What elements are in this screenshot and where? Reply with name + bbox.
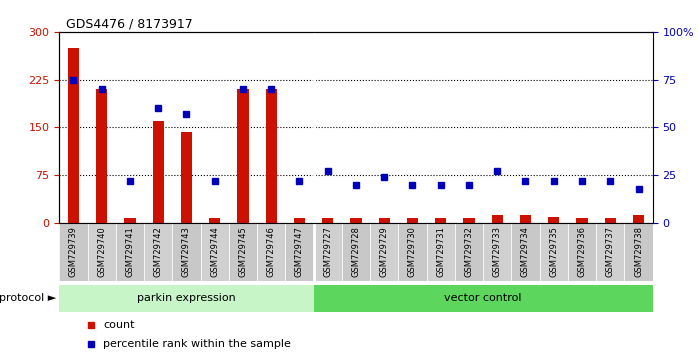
Text: GSM729729: GSM729729 [380, 226, 389, 277]
Bar [540, 223, 568, 281]
Bar [399, 223, 426, 281]
Bar [604, 218, 616, 223]
Bar [378, 218, 390, 223]
Bar [209, 218, 221, 223]
Bar [153, 121, 164, 223]
Bar [68, 48, 79, 223]
Bar [548, 217, 559, 223]
Text: GSM729741: GSM729741 [126, 226, 135, 277]
Bar [568, 223, 596, 281]
Bar [229, 223, 257, 281]
Text: count: count [103, 320, 135, 330]
Bar [116, 223, 144, 281]
Text: GSM729742: GSM729742 [154, 226, 163, 277]
Text: percentile rank within the sample: percentile rank within the sample [103, 339, 291, 349]
Bar [596, 223, 625, 281]
Bar [313, 285, 653, 312]
Text: GSM729728: GSM729728 [352, 226, 360, 277]
Bar [407, 218, 418, 223]
Bar [144, 223, 172, 281]
Bar [265, 89, 277, 223]
Bar [625, 223, 653, 281]
Bar [124, 218, 135, 223]
Text: GSM729745: GSM729745 [239, 226, 248, 277]
Text: GSM729744: GSM729744 [210, 226, 219, 277]
Bar [520, 215, 531, 223]
Text: GSM729736: GSM729736 [577, 226, 586, 277]
Bar [633, 215, 644, 223]
Text: GDS4476 / 8173917: GDS4476 / 8173917 [66, 17, 193, 30]
Bar [237, 89, 248, 223]
Bar [172, 223, 200, 281]
Bar [342, 223, 370, 281]
Text: GSM729731: GSM729731 [436, 226, 445, 277]
Text: GSM729739: GSM729739 [69, 226, 78, 277]
Text: GSM729737: GSM729737 [606, 226, 615, 277]
Text: GSM729734: GSM729734 [521, 226, 530, 277]
Bar [87, 223, 116, 281]
Text: GSM729730: GSM729730 [408, 226, 417, 277]
Text: GSM729727: GSM729727 [323, 226, 332, 277]
Bar [294, 218, 305, 223]
Bar [426, 223, 455, 281]
Text: vector control: vector control [445, 293, 522, 303]
Bar [59, 285, 313, 312]
Bar [455, 223, 483, 281]
Bar [313, 223, 342, 281]
Bar [322, 218, 334, 223]
Text: GSM729743: GSM729743 [182, 226, 191, 277]
Text: parkin expression: parkin expression [137, 293, 236, 303]
Bar [463, 218, 475, 223]
Text: GSM729746: GSM729746 [267, 226, 276, 277]
Bar [435, 218, 447, 223]
Bar [285, 223, 313, 281]
Bar [512, 223, 540, 281]
Bar [577, 218, 588, 223]
Text: protocol ►: protocol ► [0, 293, 56, 303]
Bar [257, 223, 285, 281]
Text: GSM729740: GSM729740 [97, 226, 106, 277]
Bar [491, 215, 503, 223]
Bar [370, 223, 399, 281]
Bar [200, 223, 229, 281]
Bar [59, 223, 87, 281]
Text: GSM729738: GSM729738 [634, 226, 643, 277]
Bar [483, 223, 512, 281]
Text: GSM729733: GSM729733 [493, 226, 502, 277]
Text: GSM729735: GSM729735 [549, 226, 558, 277]
Bar [181, 132, 192, 223]
Text: GSM729747: GSM729747 [295, 226, 304, 277]
Bar [350, 218, 362, 223]
Bar [96, 89, 107, 223]
Text: GSM729732: GSM729732 [464, 226, 473, 277]
